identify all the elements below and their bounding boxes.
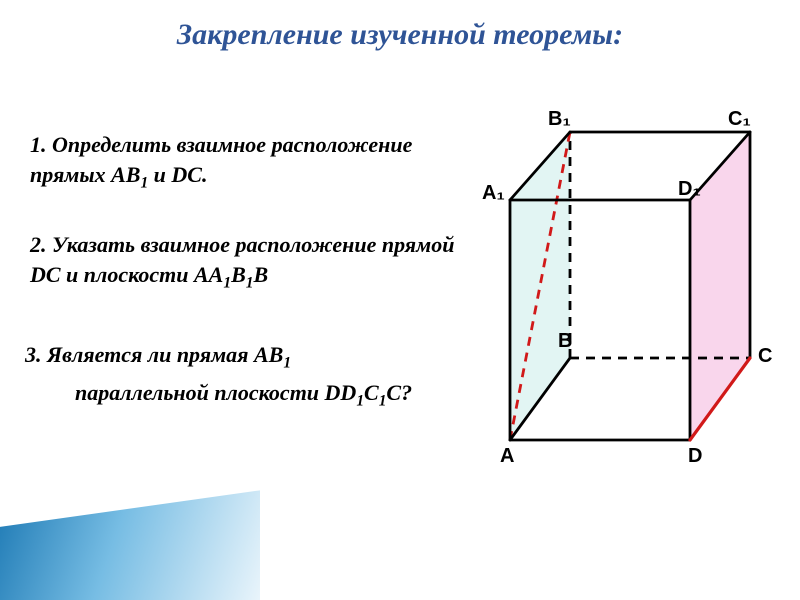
label-A: A: [500, 445, 514, 468]
label-D: D: [688, 445, 702, 468]
question-2: 2. Указать взаимное расположение прямой …: [30, 230, 470, 294]
label-C: C: [758, 345, 772, 368]
label-A1: A₁: [482, 182, 505, 205]
page-title: Закрепление изученной теоремы:: [0, 18, 800, 52]
label-B: B: [558, 330, 572, 353]
question-3-line1: 3. Является ли прямая АВ1: [25, 340, 495, 374]
corner-decoration: [0, 490, 260, 600]
q1-text: Определить взаимное расположение прямых …: [30, 132, 412, 187]
cube-svg: [470, 120, 780, 490]
cube-diagram: A B C D A₁ B₁ C₁ D₁: [470, 120, 780, 490]
label-B1: B₁: [548, 108, 571, 131]
question-3-line2: параллельной плоскости DD1C1C?: [75, 378, 495, 412]
q2-text: Указать взаимное расположение прямой DC …: [30, 232, 454, 287]
label-C1: C₁: [728, 108, 751, 131]
label-D1: D₁: [678, 178, 701, 201]
question-1: 1. Определить взаимное расположение прям…: [30, 130, 470, 194]
